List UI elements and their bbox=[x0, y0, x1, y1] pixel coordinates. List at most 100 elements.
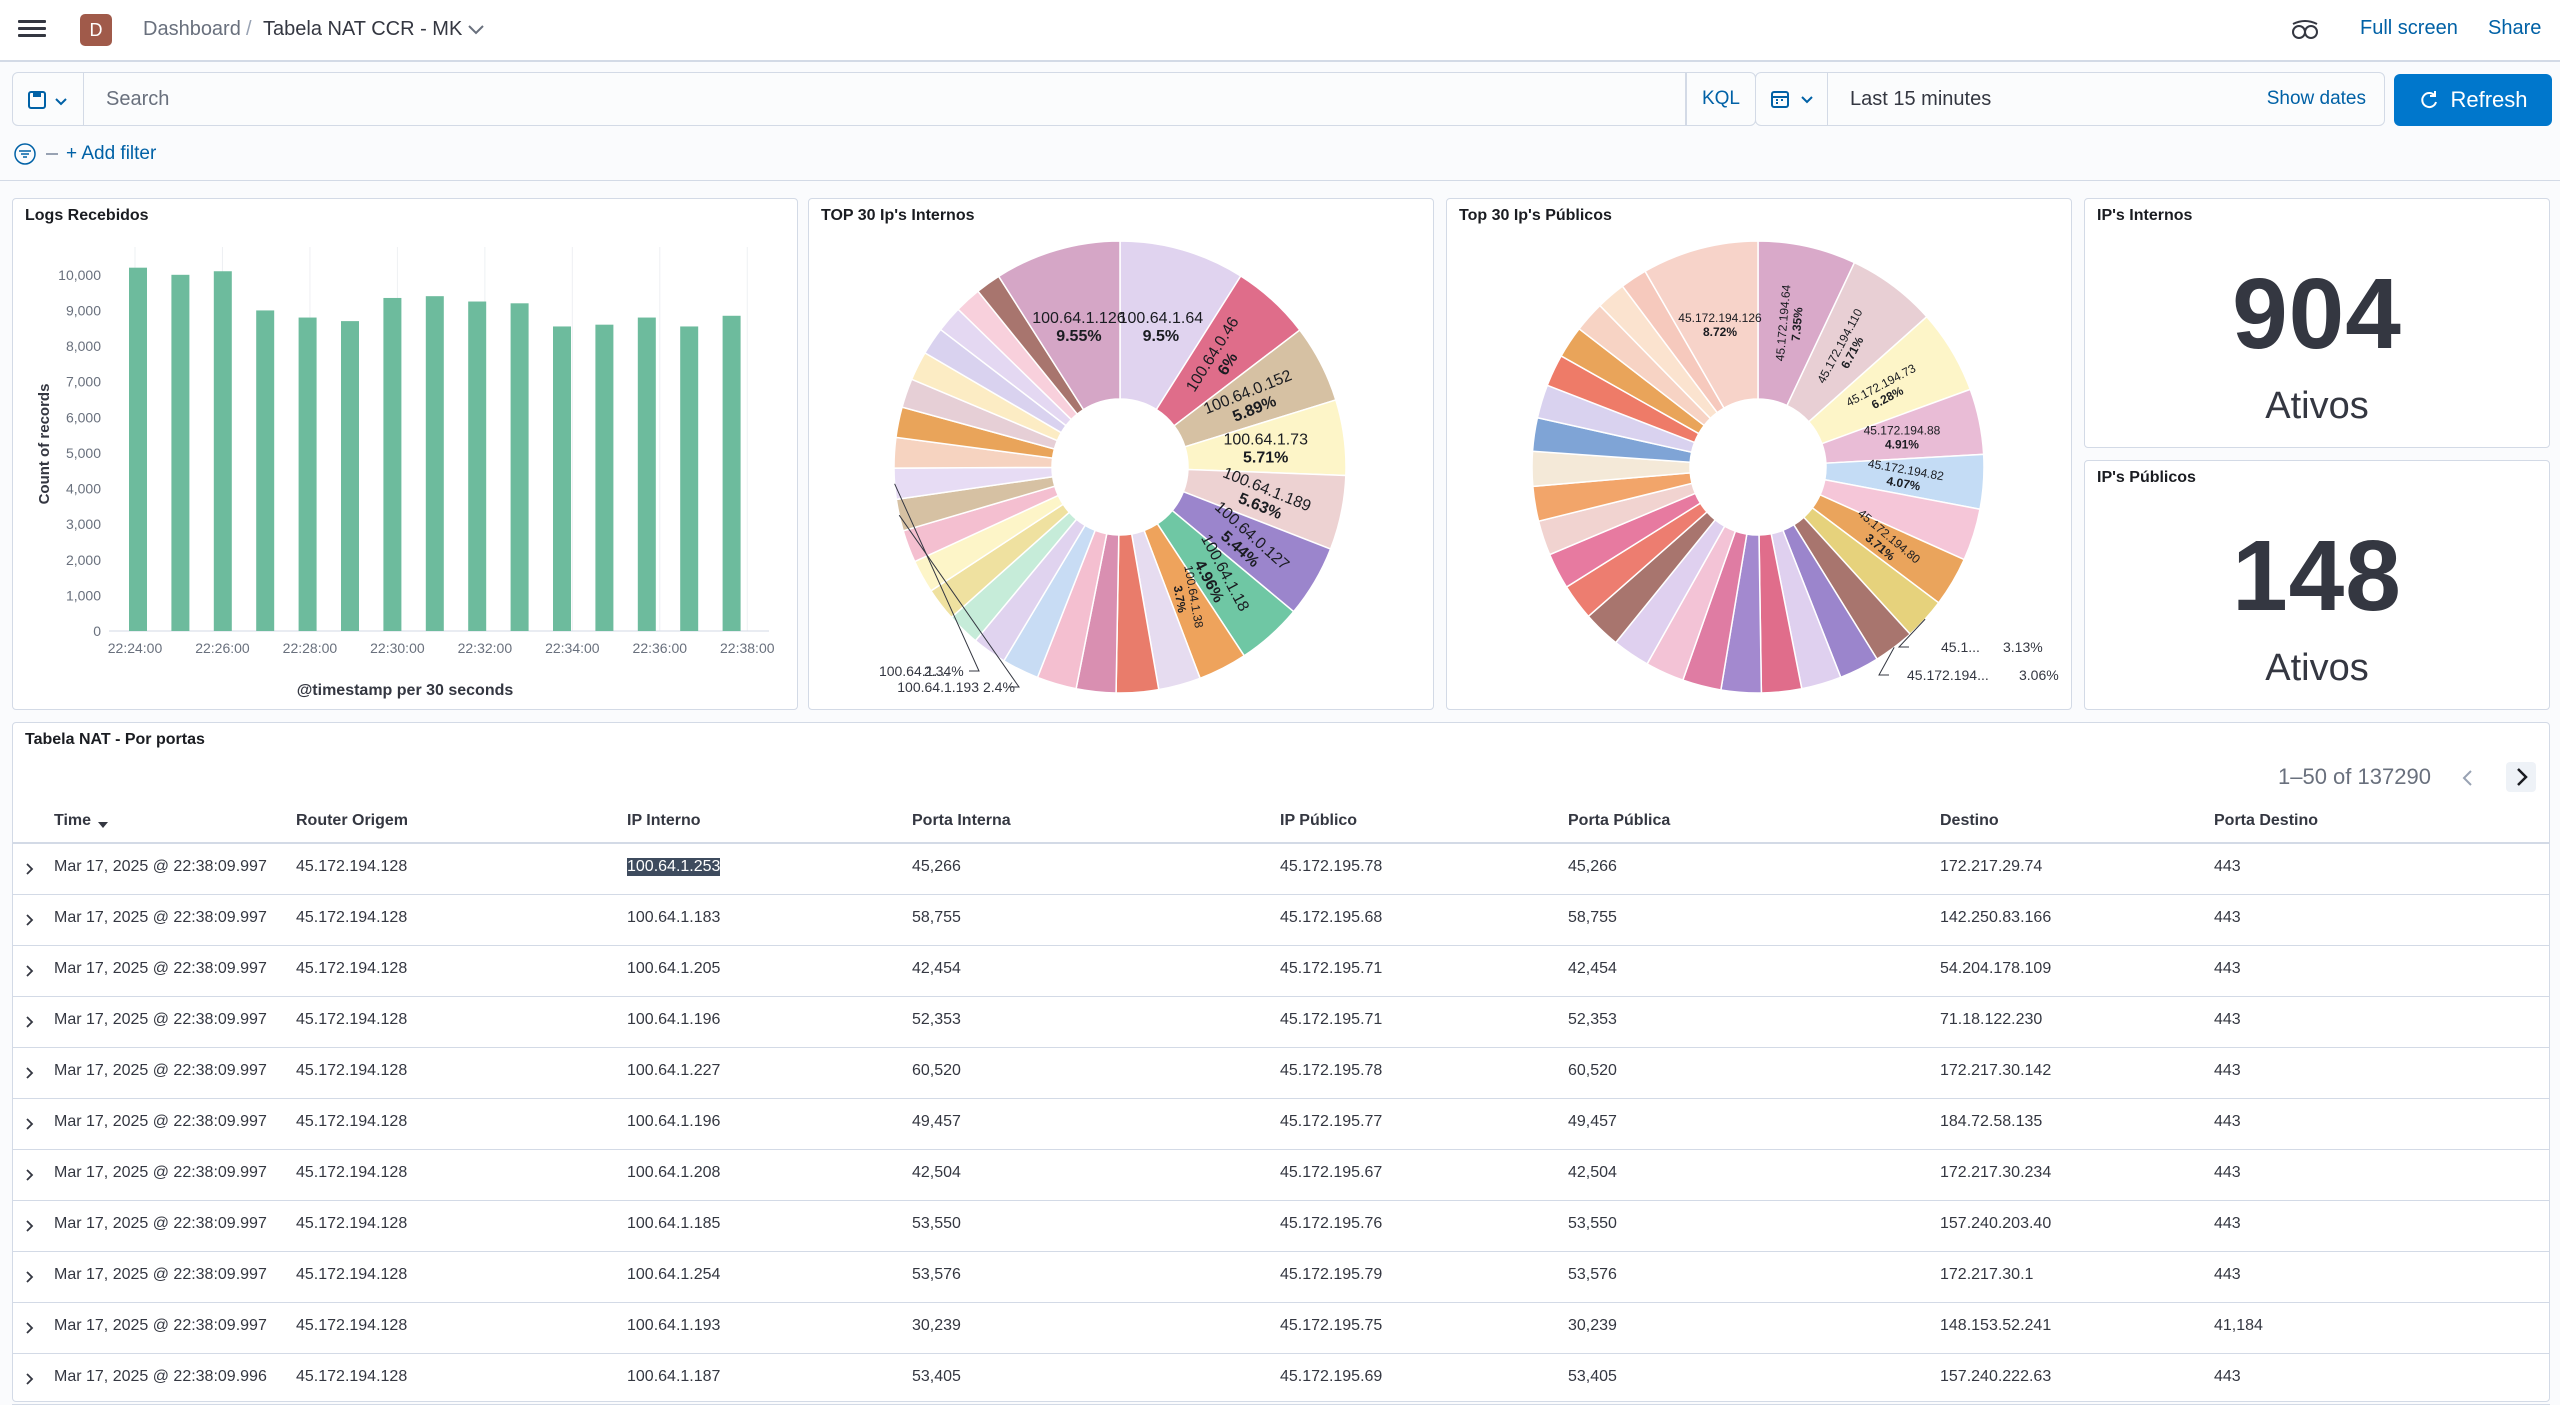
chevron-down-icon[interactable] bbox=[463, 16, 489, 42]
bar[interactable] bbox=[595, 324, 614, 631]
panel-public-ips-metric: IP's Públicos 148 Ativos bbox=[2084, 460, 2550, 710]
table-row[interactable]: Mar 17, 2025 @ 22:38:09.997 45.172.194.12… bbox=[12, 1048, 2550, 1099]
leader-line bbox=[894, 483, 980, 672]
bar[interactable] bbox=[256, 310, 275, 631]
bar[interactable] bbox=[383, 297, 402, 631]
show-dates-link[interactable]: Show dates bbox=[2266, 88, 2366, 109]
table-row[interactable]: Mar 17, 2025 @ 22:38:09.997 45.172.194.12… bbox=[12, 997, 2550, 1048]
table-cell: 58,755 bbox=[1568, 909, 1617, 926]
expand-row-icon[interactable] bbox=[20, 1217, 38, 1235]
share-link[interactable]: Share bbox=[2488, 17, 2542, 39]
pie-slice[interactable] bbox=[1119, 240, 1242, 411]
table-row[interactable]: Mar 17, 2025 @ 22:38:09.997 45.172.194.12… bbox=[12, 946, 2550, 997]
table-row[interactable]: Mar 17, 2025 @ 22:38:09.997 45.172.194.12… bbox=[12, 1150, 2550, 1201]
bar[interactable] bbox=[171, 274, 190, 631]
x-tick-label: 22:38:00 bbox=[720, 640, 775, 656]
column-header[interactable]: Time bbox=[54, 812, 92, 829]
slice-label: 100.64.1.73 bbox=[1223, 432, 1308, 449]
panel-title: TOP 30 Ip's Internos bbox=[821, 207, 975, 224]
bar[interactable] bbox=[425, 296, 444, 631]
filter-icon[interactable] bbox=[12, 141, 38, 167]
save-icon bbox=[28, 91, 46, 109]
expand-row-icon[interactable] bbox=[20, 1115, 38, 1133]
slice-value-label: 5.71% bbox=[1243, 450, 1288, 467]
sort-descending-icon[interactable] bbox=[98, 822, 108, 828]
expand-row-icon[interactable] bbox=[20, 962, 38, 980]
expand-row-icon[interactable] bbox=[20, 1064, 38, 1082]
x-tick-label: 22:26:00 bbox=[195, 640, 250, 656]
table-cell: 42,504 bbox=[912, 1164, 961, 1181]
table-cell: 100.64.1.208 bbox=[627, 1164, 721, 1181]
table-row[interactable]: Mar 17, 2025 @ 22:38:09.997 45.172.194.12… bbox=[12, 1252, 2550, 1303]
previous-page-button[interactable] bbox=[2456, 766, 2480, 790]
pie-slice[interactable] bbox=[997, 240, 1121, 411]
expand-row-icon[interactable] bbox=[20, 1370, 38, 1388]
bar[interactable] bbox=[298, 317, 317, 631]
expand-row-icon[interactable] bbox=[20, 1013, 38, 1031]
x-tick-label: 22:36:00 bbox=[633, 640, 688, 656]
menu-icon[interactable] bbox=[18, 16, 46, 44]
bar[interactable] bbox=[680, 326, 699, 631]
table-row[interactable]: Mar 17, 2025 @ 22:38:09.997 45.172.194.12… bbox=[12, 1099, 2550, 1150]
table-cell: 30,239 bbox=[1568, 1317, 1617, 1334]
search-input[interactable] bbox=[84, 73, 1685, 125]
next-page-button[interactable] bbox=[2506, 762, 2536, 792]
table-row[interactable]: Mar 17, 2025 @ 22:38:09.997 45.172.194.12… bbox=[12, 895, 2550, 946]
bar[interactable] bbox=[213, 271, 232, 631]
expand-row-icon[interactable] bbox=[20, 860, 38, 878]
time-range-text[interactable]: Last 15 minutes bbox=[1850, 88, 1992, 110]
full-screen-link[interactable]: Full screen bbox=[2360, 17, 2458, 39]
column-header[interactable]: Router Origem bbox=[296, 812, 409, 829]
bar[interactable] bbox=[129, 267, 147, 631]
saved-query-menu[interactable] bbox=[12, 72, 84, 126]
add-filter-button[interactable]: + Add filter bbox=[66, 143, 157, 164]
bar[interactable] bbox=[553, 326, 571, 631]
panel-title: IP's Públicos bbox=[2097, 469, 2196, 486]
panel-internal-ips-metric: IP's Internos 904 Ativos bbox=[2084, 198, 2550, 448]
bar[interactable] bbox=[468, 301, 487, 631]
table-cell: 100.64.1.253 bbox=[627, 858, 721, 876]
quick-menu-button[interactable] bbox=[1756, 73, 1828, 125]
chevron-down-icon bbox=[55, 98, 67, 106]
expand-row-icon[interactable] bbox=[20, 1319, 38, 1337]
table-cell: 45.172.195.67 bbox=[1280, 1164, 1383, 1181]
table-row[interactable]: Mar 17, 2025 @ 22:38:09.997 45.172.194.12… bbox=[12, 1303, 2550, 1354]
column-header[interactable]: Destino bbox=[1940, 812, 1999, 829]
y-tick-label: 9,000 bbox=[66, 302, 101, 318]
table-cell: 443 bbox=[2214, 909, 2241, 926]
table-row[interactable]: Mar 17, 2025 @ 22:38:09.997 45.172.194.12… bbox=[12, 844, 2550, 895]
expand-row-icon[interactable] bbox=[20, 911, 38, 929]
column-header[interactable]: IP Interno bbox=[627, 812, 701, 829]
table-cell: 172.217.30.142 bbox=[1940, 1062, 2052, 1079]
bar[interactable] bbox=[341, 321, 359, 631]
date-picker[interactable]: Last 15 minutes Show dates bbox=[1755, 72, 2385, 126]
expand-row-icon[interactable] bbox=[20, 1166, 38, 1184]
slice-label: 100.64.1.64 bbox=[1119, 310, 1204, 327]
bar[interactable] bbox=[510, 303, 529, 631]
column-header[interactable]: Porta Interna bbox=[912, 812, 1011, 829]
slice-label: 45.172.194.88 bbox=[1864, 423, 1941, 437]
leader-line bbox=[898, 514, 1020, 688]
pie-slice[interactable] bbox=[1644, 240, 1759, 410]
bar[interactable] bbox=[637, 317, 656, 631]
column-header[interactable]: Porta Pública bbox=[1568, 812, 1671, 829]
bar[interactable] bbox=[722, 315, 741, 631]
slice-label: 100.64.1.126 bbox=[1032, 310, 1126, 327]
expand-row-icon[interactable] bbox=[20, 1268, 38, 1286]
column-header[interactable]: IP Público bbox=[1280, 812, 1358, 829]
internal-ip-donut-chart: 100.64.1.649.5% 100.64.0.466%100.64.0.152… bbox=[879, 240, 1347, 695]
search-field[interactable] bbox=[84, 72, 1686, 126]
refresh-button[interactable]: Refresh bbox=[2394, 74, 2552, 126]
space-avatar[interactable]: D bbox=[80, 14, 112, 46]
breadcrumb-dashboard[interactable]: Dashboard bbox=[143, 18, 241, 40]
table-row[interactable]: Mar 17, 2025 @ 22:38:09.997 45.172.194.12… bbox=[12, 1201, 2550, 1252]
panel-title: Top 30 Ip's Públicos bbox=[1459, 207, 1612, 224]
kql-language-toggle[interactable]: KQL bbox=[1686, 72, 1756, 126]
column-header[interactable]: Porta Destino bbox=[2214, 812, 2319, 829]
read-mode-glasses-icon[interactable] bbox=[2288, 14, 2322, 48]
y-tick-label: 4,000 bbox=[66, 481, 101, 497]
table-cell: 42,454 bbox=[1568, 960, 1617, 977]
metric-value: 904 bbox=[2232, 258, 2402, 370]
table-cell: 45.172.195.71 bbox=[1280, 960, 1383, 977]
table-row[interactable]: Mar 17, 2025 @ 22:38:09.996 45.172.194.12… bbox=[12, 1354, 2550, 1405]
